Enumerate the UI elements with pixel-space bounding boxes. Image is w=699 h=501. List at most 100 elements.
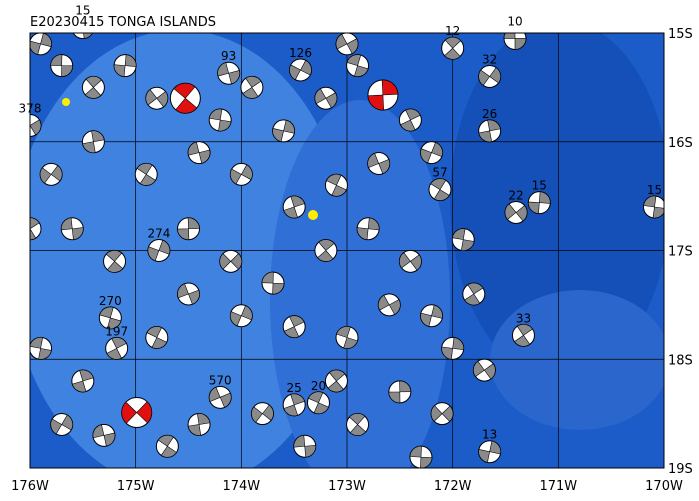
lon-label: 173W [328, 479, 366, 494]
marker [308, 210, 318, 220]
beachball [356, 217, 380, 241]
lon-label: 172W [434, 479, 472, 494]
beachball [420, 304, 444, 328]
beachball [92, 423, 116, 447]
beachball [377, 293, 401, 317]
beachball-quadrant [71, 369, 94, 393]
beachball-quadrant [399, 252, 422, 271]
beachball [289, 58, 313, 82]
beachball-quadrant [147, 239, 171, 262]
beachball [105, 336, 129, 360]
beachball-quadrant [348, 413, 367, 436]
beachball [511, 323, 535, 347]
beachball [272, 119, 296, 143]
lon-label: 175W [117, 479, 155, 494]
beachball-quadrant [105, 250, 124, 273]
beachball-quadrant [377, 294, 401, 315]
beachball [409, 445, 433, 468]
beachball [462, 282, 486, 306]
events [30, 33, 664, 468]
beachball-quadrant [242, 76, 262, 99]
beachball [367, 152, 391, 175]
depth-label: 12 [445, 24, 460, 38]
beachball [527, 191, 551, 215]
beachball [478, 440, 502, 464]
beachball [478, 119, 502, 143]
beachball-quadrant [504, 203, 528, 222]
depth-label: 13 [482, 428, 497, 442]
beachball [250, 402, 274, 426]
beachball-quadrant [113, 54, 137, 77]
beachball [187, 141, 211, 165]
lon-label: 171W [539, 479, 577, 494]
lat-label: 18S [668, 353, 693, 368]
beachball [314, 86, 338, 110]
beachball [240, 75, 264, 99]
beachball-quadrant [388, 380, 412, 404]
beachball-quadrant [177, 217, 200, 241]
lon-label: 174W [222, 479, 260, 494]
beachball [282, 195, 306, 219]
beachball-quadrant [367, 79, 399, 111]
lat-label: 19S [668, 462, 693, 477]
beachball [282, 393, 306, 417]
depth-label: 25 [287, 381, 302, 395]
beachball-quadrant [217, 62, 240, 85]
beachball-quadrant [157, 434, 177, 458]
beachball-quadrant [473, 360, 496, 380]
beachball-quadrant [356, 217, 380, 241]
beachball [324, 173, 348, 197]
lon-label: 170W [645, 479, 683, 494]
frame [29, 32, 665, 469]
lat-label: 17S [668, 245, 693, 260]
beachball [187, 413, 211, 436]
beachball-quadrant [261, 271, 285, 295]
beachball [217, 61, 241, 85]
beachball-quadrant [441, 337, 464, 360]
depth-label: 20 [311, 379, 326, 393]
beachball [441, 36, 465, 60]
beachball-quadrant [308, 391, 329, 415]
beachball [39, 162, 63, 186]
depth-label: 32 [482, 53, 497, 67]
beachball-quadrant [83, 33, 93, 39]
beachball-quadrant [336, 326, 358, 349]
beachball-quadrant [317, 239, 335, 262]
depth-label: 10 [507, 14, 522, 28]
beachball-quadrant [39, 165, 63, 184]
beachball [50, 413, 74, 436]
beachball-quadrant [314, 88, 338, 109]
beachball-quadrant [478, 440, 501, 463]
beachball [478, 65, 502, 88]
depth-label: 274 [147, 227, 170, 241]
beachball-quadrant [106, 337, 127, 360]
beachball [420, 141, 444, 165]
beachball-quadrant [444, 36, 462, 60]
beachball-quadrant [60, 217, 84, 241]
beachball-quadrant [326, 173, 347, 197]
beachball-quadrant [527, 191, 551, 214]
beachball [306, 391, 330, 415]
beachball-quadrant [452, 228, 475, 251]
depth-label: 270 [99, 294, 122, 308]
beachball-quadrant [464, 282, 484, 306]
beachball [335, 326, 359, 349]
beachball-quadrant [293, 434, 317, 458]
depth-label: 33 [516, 311, 531, 325]
beachball-quadrant [272, 119, 295, 142]
beachball [155, 434, 179, 458]
beachball-quadrant [30, 337, 52, 360]
beachball-quadrant [177, 283, 200, 305]
beachball-quadrant [514, 324, 533, 347]
beachball [293, 434, 317, 458]
beachball-quadrant [430, 178, 450, 201]
beachball [398, 108, 422, 132]
lat-label: 16S [668, 136, 693, 151]
depth-label: 126 [289, 46, 312, 60]
beachball [30, 336, 53, 360]
beachball-quadrant [251, 404, 274, 423]
depth-label: 15 [532, 179, 547, 193]
beachball [428, 178, 452, 202]
